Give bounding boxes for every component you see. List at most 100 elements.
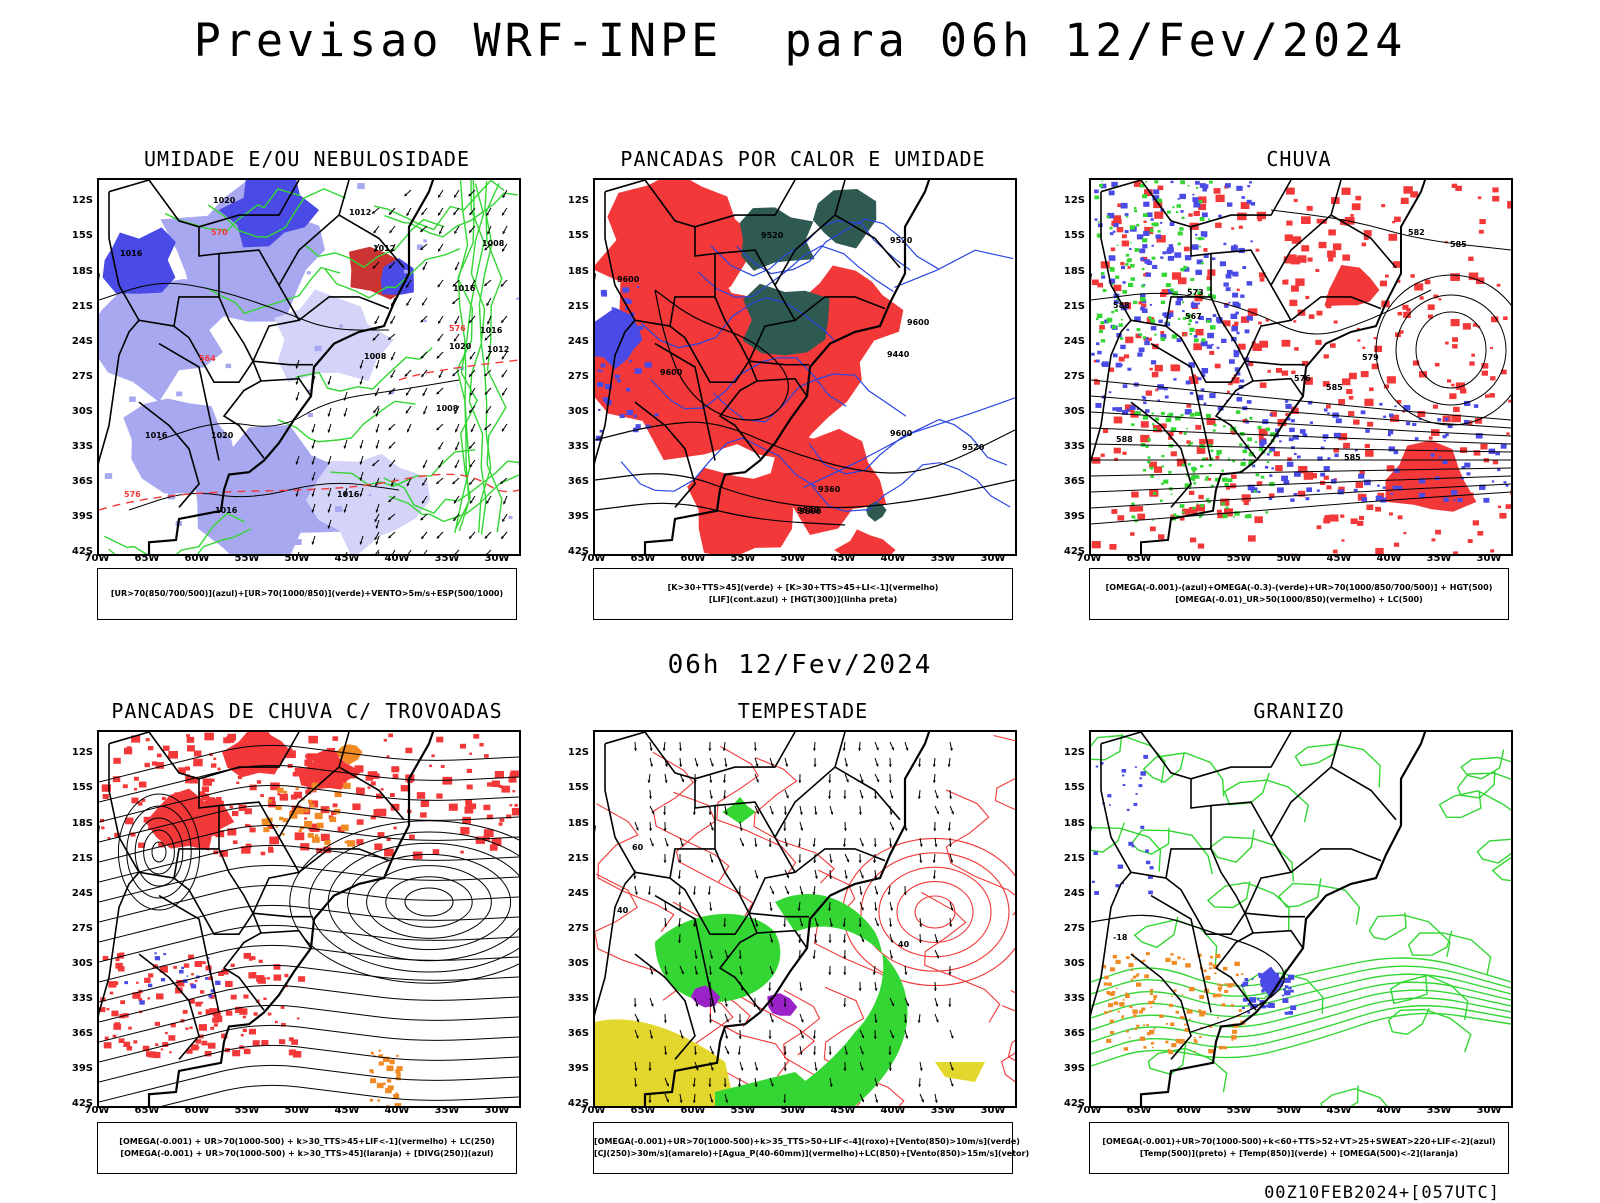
wind-vector (889, 838, 892, 847)
wind-vector (296, 392, 299, 401)
lon-tick-label: 40W (382, 553, 412, 564)
humidity-speckle (335, 506, 342, 512)
rain-green-speckle (1131, 277, 1135, 281)
rain-blue-speckle (1125, 230, 1129, 233)
storm-red-speckle (304, 817, 307, 819)
hail-blue-speckle (1136, 793, 1138, 795)
rain-green-speckle (1167, 211, 1171, 214)
lat-tick-label: 27S (1059, 371, 1085, 382)
storm-red-speckle (250, 785, 257, 791)
lon-tick-label: 45W (828, 1105, 858, 1116)
rain-green-speckle (1101, 339, 1105, 342)
rain-green-speckle (1170, 288, 1174, 291)
rain-green-speckle (1112, 284, 1114, 286)
rain-blue-speckle (1170, 222, 1175, 226)
rain-green-speckle (1136, 224, 1139, 227)
wind-vector (950, 1078, 954, 1087)
wind-vector (948, 998, 951, 1007)
rain-blue-speckle (1095, 403, 1101, 408)
rain-blue-speckle (1383, 416, 1386, 418)
rain-red-speckle (1357, 339, 1360, 341)
rain-red-speckle (1455, 186, 1462, 191)
wind-vector (360, 440, 363, 449)
country-border (1101, 732, 1211, 878)
omega-orange-speckle (1234, 962, 1240, 966)
rain-blue-speckle (1260, 439, 1267, 444)
omega-orange-speckle (1182, 994, 1184, 995)
humidity-speckle (357, 183, 365, 189)
rain-red-speckle (1367, 422, 1373, 427)
wind-vector (328, 376, 331, 385)
rain-blue-speckle (1150, 304, 1152, 306)
divergence-blue-speckle (139, 1000, 145, 1004)
storm-red-speckle (152, 761, 157, 765)
wind-vector (695, 758, 698, 767)
storm-red-speckle (514, 804, 518, 807)
streamline (99, 1025, 519, 1062)
rain-blue-speckle (1095, 218, 1098, 220)
divergence-blue-speckle (179, 970, 184, 974)
omega-orange-speckle (1232, 1030, 1237, 1034)
hail-blue-speckle (1148, 891, 1153, 895)
rain-green-speckle (1223, 514, 1228, 518)
storm-red-speckle (113, 1035, 117, 1038)
contour-label: 1016 (145, 431, 168, 440)
storm-red-speckle (515, 810, 519, 814)
contour-label: 1016 (453, 284, 476, 293)
lc850-contour (897, 882, 973, 943)
rain-red-speckle (1342, 255, 1350, 261)
rain-green-speckle (1228, 478, 1233, 482)
storm-red-speckle (110, 992, 113, 995)
rain-red-speckle (1328, 229, 1336, 235)
humidity-speckle (339, 325, 343, 328)
rain-blue-speckle (1110, 232, 1114, 235)
wind-vector (407, 424, 411, 432)
wind-vector (501, 316, 507, 323)
storm-red-speckle (202, 961, 206, 964)
wind-vector (663, 742, 666, 751)
rain-green-speckle (1198, 237, 1202, 240)
rain-blue-speckle (1147, 261, 1152, 265)
rain-green-speckle (1236, 410, 1241, 414)
rain-red-speckle (1316, 311, 1322, 316)
storm-red-speckle (409, 835, 415, 840)
omega-orange-speckle (1151, 1042, 1154, 1045)
omega-orange-speckle (1152, 1047, 1154, 1048)
lat-tick-label: 24S (563, 888, 589, 899)
rain-red-speckle (1301, 245, 1309, 251)
lat-tick-label: 24S (1059, 888, 1085, 899)
divergence-blue-speckle (181, 967, 184, 969)
rain-red-speckle (1450, 273, 1460, 281)
rain-blue-speckle (1109, 191, 1115, 196)
omega-orange-speckle (1140, 1037, 1145, 1041)
rain-red-speckle (1227, 391, 1230, 393)
wind-vector (438, 190, 443, 198)
rain-blue-speckle (1158, 320, 1162, 324)
hail-blue-speckle (1285, 978, 1291, 983)
rain-red-speckle (1463, 323, 1471, 330)
storm-red-speckle (128, 1027, 132, 1030)
humidity-speckle (509, 516, 513, 519)
storm-red-speckle (148, 973, 153, 977)
storm-orange-speckle (370, 1078, 376, 1083)
country-border (605, 732, 715, 878)
storm-orange-speckle (315, 834, 318, 837)
storm-red-speckle (479, 743, 483, 747)
panel-legend: [OMEGA(-0.001) + UR>70(1000-500) + k>30_… (97, 1122, 517, 1174)
omega-orange-speckle (1221, 985, 1223, 987)
rain-red-speckle (1101, 261, 1110, 268)
wind-vector (376, 360, 379, 369)
rain-red-speckle (1435, 530, 1441, 535)
wind-vector (828, 774, 831, 783)
rain-green-speckle (1201, 338, 1205, 342)
rain-blue-speckle (1231, 314, 1238, 319)
rain-green-speckle (1099, 184, 1103, 187)
contour-label: 1012 (349, 208, 371, 217)
lon-tick-label: 55W (1224, 553, 1254, 564)
rain-green-speckle (1158, 230, 1161, 233)
rain-blue-speckle (1291, 419, 1295, 422)
contour-label: 1016 (215, 506, 238, 515)
legend-line: [OMEGA(-0.001)+UR>70(1000-500)+k<60+TTS>… (1090, 1136, 1508, 1148)
rain-red-speckle (1137, 514, 1145, 520)
storm-orange-speckle (371, 1052, 374, 1055)
